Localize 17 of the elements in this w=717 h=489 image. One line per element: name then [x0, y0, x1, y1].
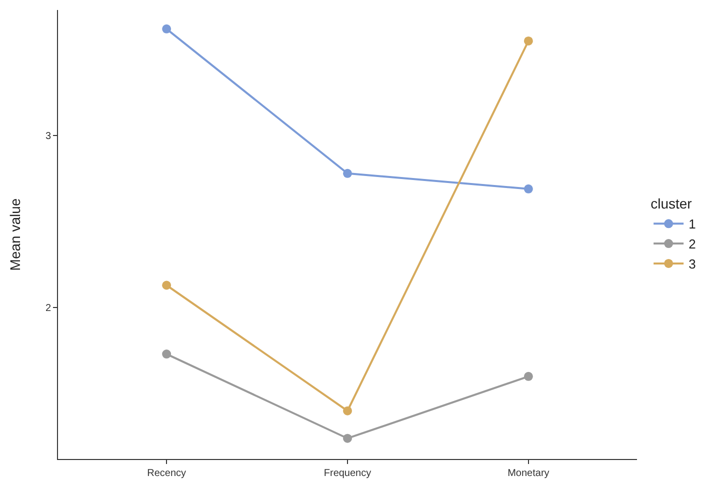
legend-label: 1	[688, 216, 696, 232]
point	[343, 168, 352, 178]
point	[524, 36, 533, 46]
x-tick-label: Frequency	[324, 468, 372, 479]
legend-title: cluster	[650, 196, 692, 212]
point	[524, 372, 533, 381]
legend-label: 3	[688, 256, 696, 272]
point	[343, 434, 352, 443]
x-tick-label: Monetary	[508, 468, 550, 479]
point	[524, 184, 533, 194]
x-tick-label: Recency	[147, 468, 186, 479]
legend-label: 2	[688, 236, 696, 252]
point	[162, 350, 172, 359]
y-axis-title: Mean value	[7, 198, 23, 271]
point	[162, 24, 172, 34]
point	[343, 406, 352, 416]
point	[162, 280, 172, 290]
